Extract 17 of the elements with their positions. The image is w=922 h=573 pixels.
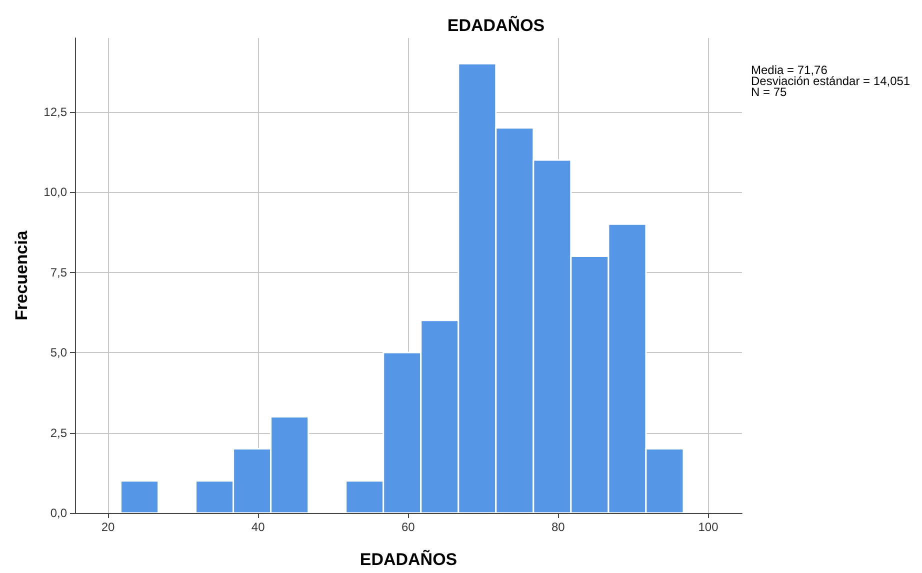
y-axis-title: Frecuencia [12,230,31,320]
x-tick-label: 80 [552,520,566,534]
x-tick-label: 40 [251,520,266,534]
x-tick-label: 100 [698,520,719,534]
y-tick-label: 10,0 [44,185,68,200]
chart-title: EDADAÑOS [447,15,545,35]
text: N = 75 [751,85,788,99]
y-tick-label: 12,5 [44,104,68,119]
y-tick-label: 2,5 [50,426,68,440]
text: Desviación estándar = 14,051 [751,74,910,88]
y-tick-label: 7,5 [50,265,68,280]
y-tick-label: 0,0 [50,506,68,520]
text: Media = 71,76 [751,63,828,77]
x-tick-label: 20 [101,520,116,534]
x-tick-label: 60 [401,520,416,534]
y-tick-label: 5,0 [50,346,68,360]
x-axis-title: EDADAÑOS [360,549,458,569]
